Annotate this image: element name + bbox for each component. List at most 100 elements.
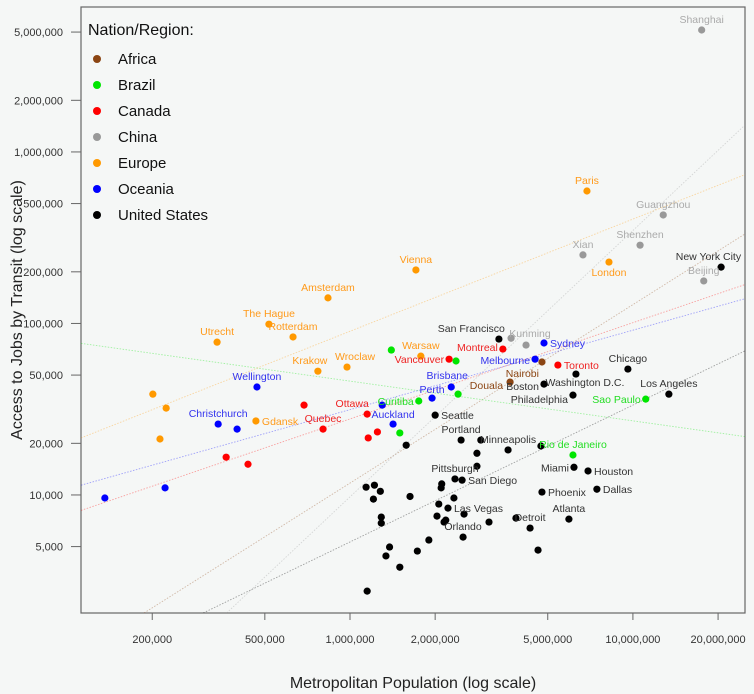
data-point <box>584 467 592 475</box>
point-label: Dallas <box>603 484 632 496</box>
data-points <box>101 26 725 595</box>
data-point <box>538 488 546 496</box>
point-label: New York City <box>676 251 742 263</box>
data-point <box>376 487 384 495</box>
data-point <box>162 404 170 412</box>
x-axis-title: Metropolitan Population (log scale) <box>290 675 536 692</box>
x-tick-label: 200,000 <box>132 634 172 646</box>
point-label: Detroit <box>515 512 546 524</box>
data-point <box>377 513 385 521</box>
y-tick-label: 10,000 <box>29 490 63 502</box>
point-label: Rotterdam <box>269 321 318 333</box>
legend-marker <box>93 159 101 167</box>
data-point <box>458 476 466 484</box>
data-point <box>569 451 577 459</box>
point-label: London <box>591 267 626 279</box>
data-point <box>343 363 351 371</box>
data-point <box>531 355 539 363</box>
data-point <box>570 463 578 471</box>
point-label: San Francisco <box>438 323 505 335</box>
point-label: Krakow <box>292 355 327 367</box>
point-label: Seattle <box>441 410 474 422</box>
data-point <box>362 483 370 491</box>
data-point <box>460 510 468 518</box>
y-tick-label: 20,000 <box>29 438 63 450</box>
y-tick-label: 50,000 <box>29 370 63 382</box>
y-tick-label: 200,000 <box>23 267 63 279</box>
data-point <box>572 370 580 378</box>
data-point <box>506 378 514 386</box>
point-label: Vancouver <box>395 354 445 366</box>
data-point <box>402 441 410 449</box>
point-label: Shanghai <box>679 14 723 26</box>
data-point <box>252 417 260 425</box>
point-label: Rio de Janeiro <box>539 439 607 451</box>
data-point <box>534 546 542 554</box>
data-point <box>396 429 404 437</box>
data-point <box>445 355 453 363</box>
data-point <box>396 563 404 571</box>
y-tick-label: 500,000 <box>23 199 63 211</box>
data-point <box>431 411 439 419</box>
data-point <box>435 500 443 508</box>
data-point <box>507 334 515 342</box>
point-label: Amsterdam <box>301 282 355 294</box>
data-point <box>473 462 481 470</box>
data-point <box>385 543 394 551</box>
data-point <box>314 367 322 375</box>
data-point <box>265 320 273 328</box>
y-tick-label: 5,000,000 <box>14 27 63 39</box>
data-point <box>161 484 169 492</box>
data-point <box>504 446 512 454</box>
data-point <box>406 492 414 501</box>
data-point <box>642 395 650 403</box>
point-label: Perth <box>419 384 444 396</box>
y-axis: 5,000,000 2,000,000 1,000,000 500,000 200,00… <box>14 27 81 554</box>
point-label: Douala <box>470 380 503 392</box>
data-point <box>636 241 644 249</box>
legend-item: Africa <box>118 51 157 68</box>
data-point <box>373 428 382 436</box>
legend: Nation/Region: Africa Brazil Canada China Eu… <box>88 22 208 224</box>
point-label: Washington D.C. <box>545 377 624 389</box>
x-tick-label: 2,000,000 <box>411 634 460 646</box>
data-point <box>540 380 548 388</box>
data-point <box>457 436 465 444</box>
point-label: The Hague <box>243 308 295 320</box>
data-point <box>364 434 372 442</box>
data-point <box>382 552 390 560</box>
data-point <box>214 420 222 428</box>
data-point <box>417 352 425 360</box>
data-point <box>413 547 421 555</box>
legend-item: Oceania <box>118 181 175 198</box>
point-label: Philadelphia <box>511 394 568 406</box>
data-point <box>565 515 573 523</box>
point-label: Houston <box>594 466 633 478</box>
data-point <box>698 26 706 34</box>
data-point <box>451 475 459 483</box>
legend-marker <box>93 55 101 63</box>
data-point <box>444 504 452 512</box>
y-tick-label: 2,000,000 <box>14 95 63 107</box>
data-point <box>540 339 548 347</box>
y-axis-title: Access to Jobs by Transit (log scale) <box>9 180 26 440</box>
data-point <box>459 533 467 541</box>
data-point <box>450 494 458 502</box>
plot-area <box>80 6 746 614</box>
point-label: Melbourne <box>480 355 530 367</box>
point-label: Las Vegas <box>454 503 503 515</box>
data-point <box>473 449 481 457</box>
point-label: Guangzhou <box>636 199 690 211</box>
point-label: Miami <box>541 462 569 474</box>
point-label: Boston <box>506 381 539 393</box>
point-label: Beijing <box>688 265 720 277</box>
point-label: Wellington <box>233 371 282 383</box>
legend-item: Canada <box>118 103 171 120</box>
data-point <box>213 338 221 346</box>
point-label: Minneapolis <box>480 434 536 446</box>
legend-marker <box>93 81 101 89</box>
point-label: Brisbane <box>427 370 469 382</box>
data-point <box>717 263 725 271</box>
